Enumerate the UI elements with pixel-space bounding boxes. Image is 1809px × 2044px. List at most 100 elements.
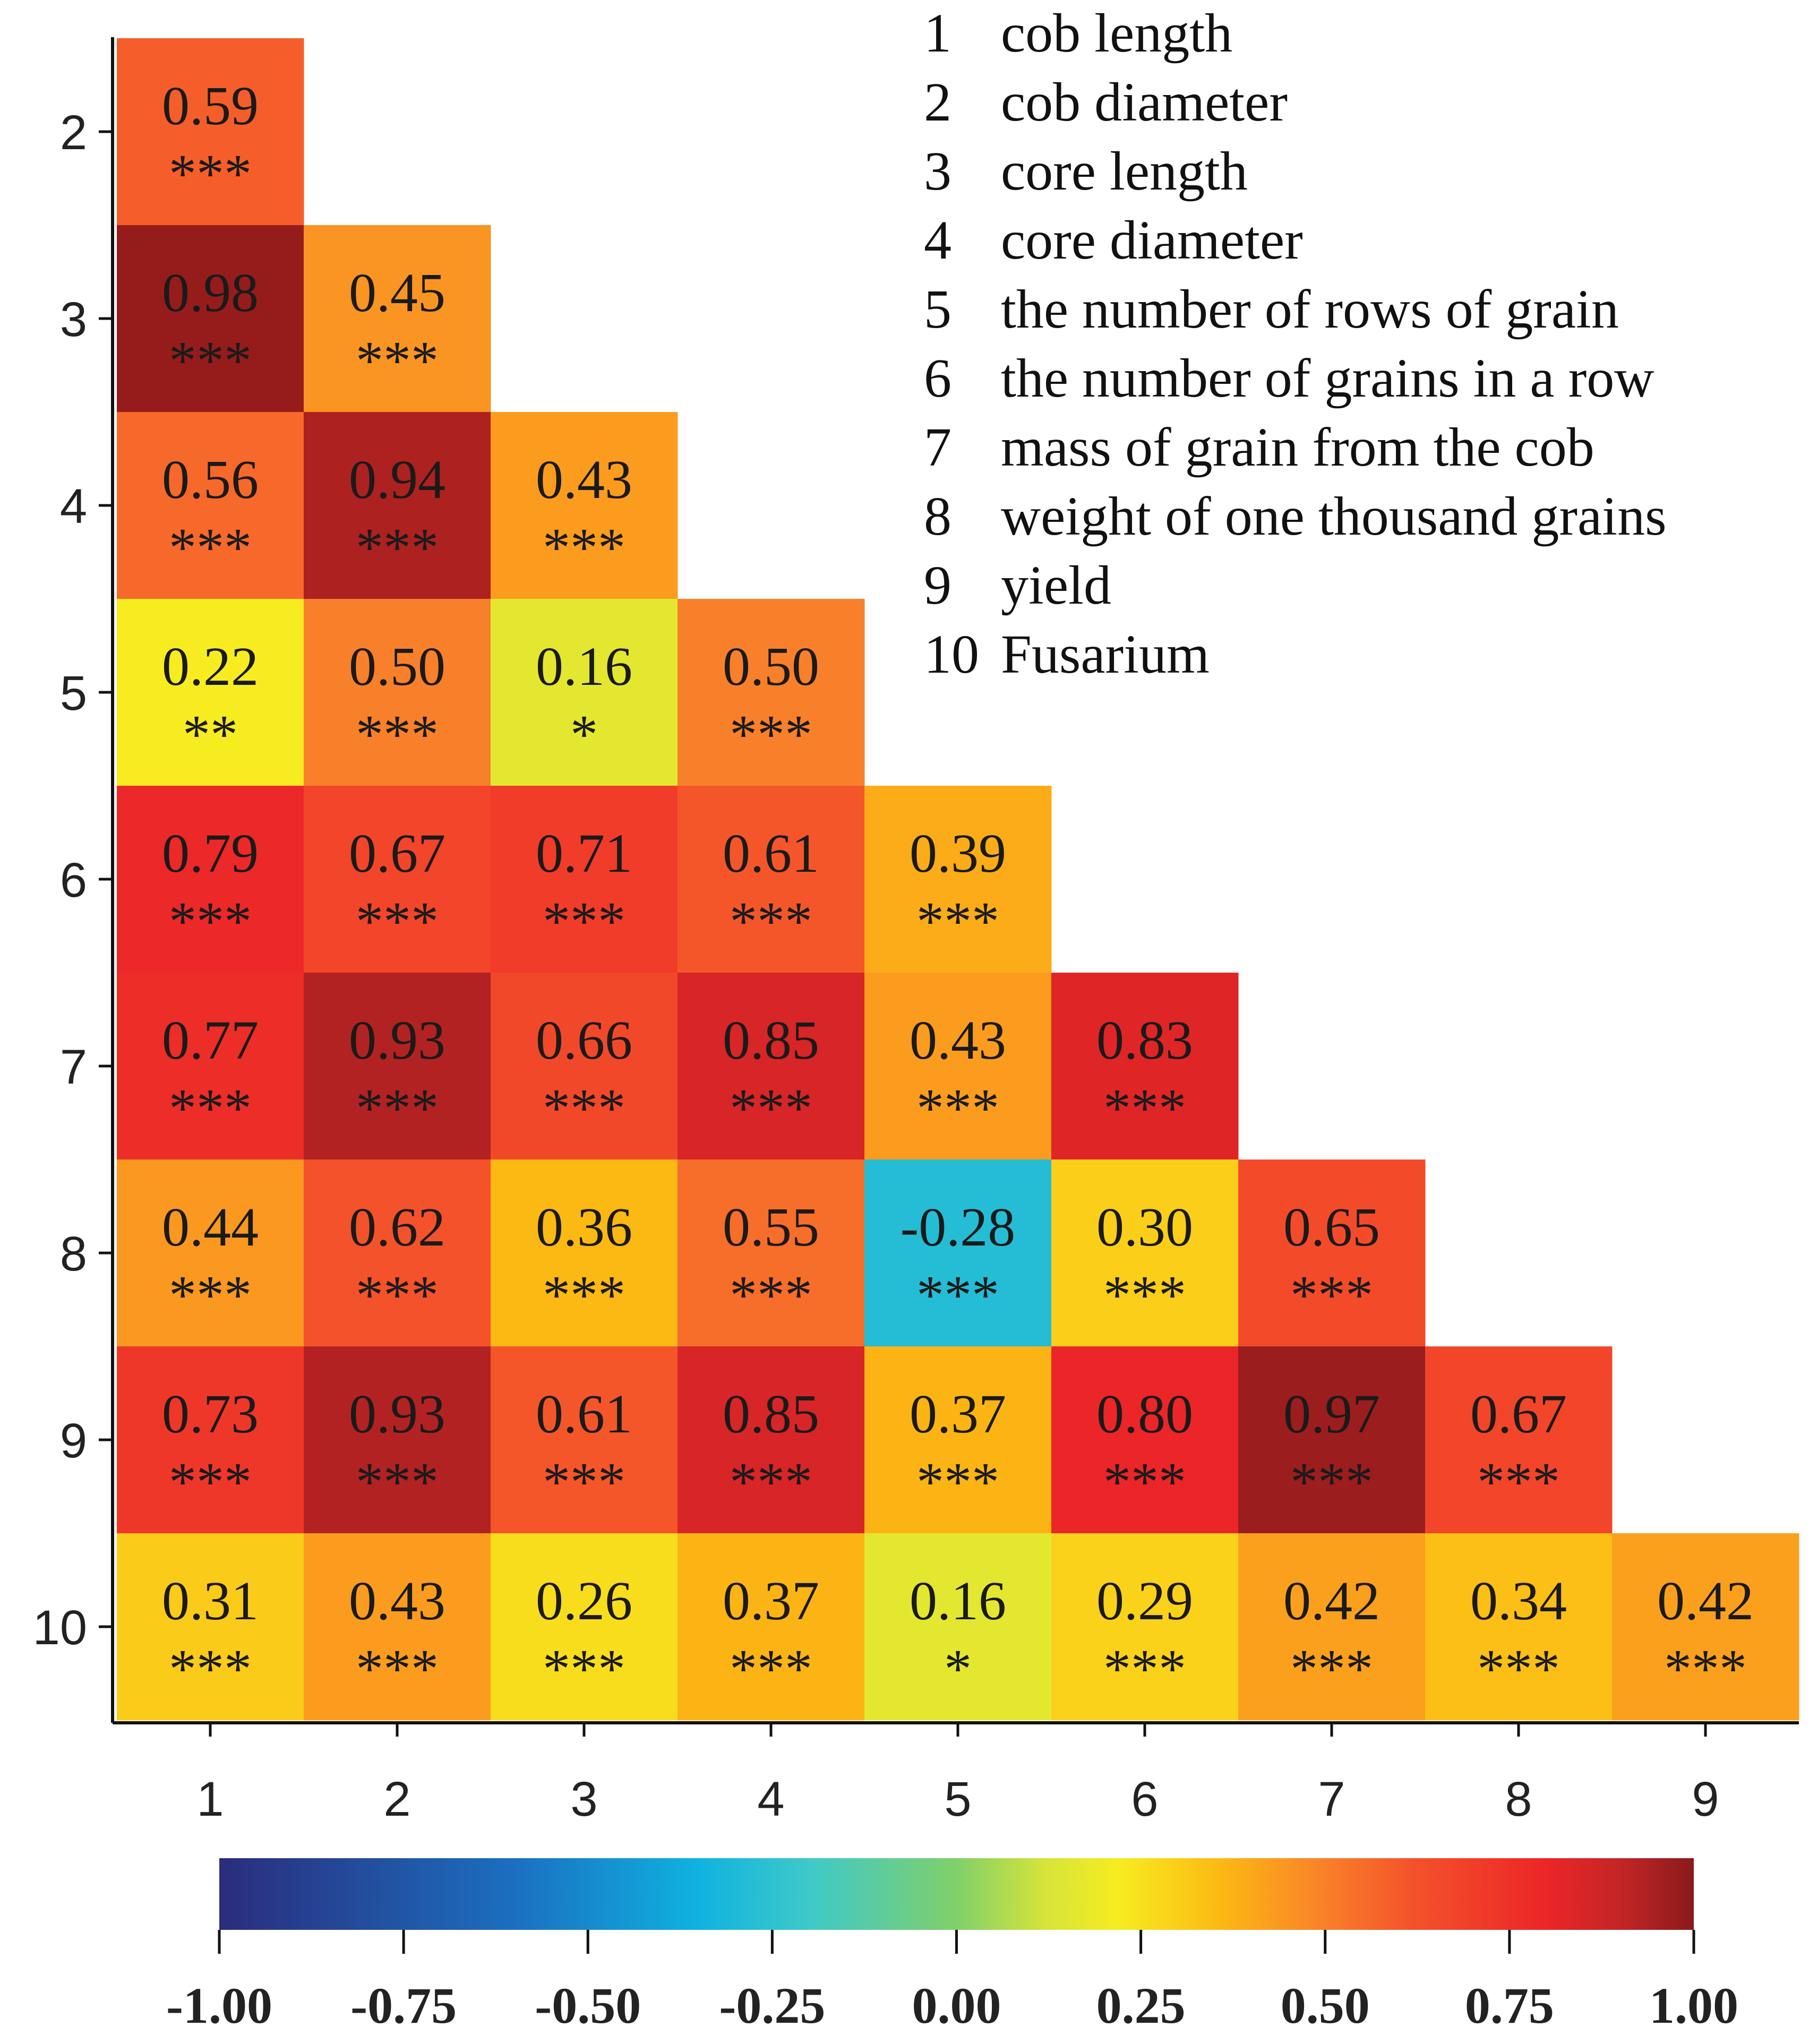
y-tick-label: 6 (60, 853, 87, 907)
heatmap-cell: 0.67 *** (304, 786, 491, 973)
cell-value-label: 0.44 (162, 1197, 259, 1258)
x-tick-label: 8 (1505, 1772, 1532, 1826)
axes: 2 3 4 5 6 7 8 9 10 1 2 3 4 5 6 7 8 9 (33, 37, 1799, 1826)
cell-rect (304, 1346, 491, 1534)
legend-item-label: Fusarium (1001, 624, 1210, 685)
heatmap-cell: 0.93 *** (304, 1346, 491, 1534)
cell-rect (117, 412, 304, 599)
colorbar-tick-label: -0.75 (350, 1977, 457, 2034)
cell-value-label: 0.16 (910, 1570, 1006, 1631)
cell-rect (1425, 1533, 1613, 1721)
cell-rect (864, 1160, 1052, 1347)
cell-significance-label: *** (543, 1638, 625, 1699)
cell-value-label: 0.42 (1657, 1570, 1754, 1631)
cell-value-label: 0.50 (723, 636, 819, 697)
cell-significance-label: *** (730, 1078, 812, 1139)
cell-significance-label: *** (543, 891, 625, 952)
heatmap-cell: 0.93 *** (304, 973, 491, 1160)
cell-value-label: 0.85 (723, 1384, 819, 1445)
legend-item-label: yield (1001, 555, 1111, 616)
cell-rect (117, 973, 304, 1160)
cell-significance-label: *** (169, 1452, 252, 1513)
legend-item-number: 9 (924, 555, 951, 616)
y-tick-label: 5 (60, 666, 87, 720)
colorbar-tick-label: 0.75 (1465, 1977, 1554, 2034)
heatmap-cell: 0.45 *** (304, 225, 491, 413)
cell-value-label: 0.36 (536, 1197, 632, 1258)
cell-value-label: 0.37 (723, 1570, 819, 1631)
heatmap-cell: -0.28 *** (864, 1160, 1052, 1347)
cell-value-label: 0.85 (723, 1010, 819, 1071)
legend-item: 5 the number of rows of grain (924, 279, 1619, 340)
y-tick-label: 4 (60, 479, 87, 534)
cell-rect (1051, 1346, 1239, 1534)
legend-item-number: 5 (924, 279, 951, 340)
cell-rect (491, 1160, 678, 1347)
cell-value-label: 0.50 (349, 636, 445, 697)
legend-item: 6 the number of grains in a row (924, 348, 1654, 409)
cell-value-label: 0.45 (349, 262, 445, 323)
cell-value-label: 0.98 (162, 262, 259, 323)
colorbar-tick-label: -0.25 (719, 1977, 825, 2034)
legend-item-number: 3 (924, 141, 951, 202)
cell-value-label: 0.66 (536, 1010, 632, 1071)
x-tick-label: 5 (944, 1772, 971, 1826)
y-tick-label: 3 (60, 293, 87, 347)
cell-significance-label: *** (169, 1638, 252, 1699)
cell-value-label: 0.61 (723, 823, 819, 884)
x-tick-label: 3 (570, 1772, 597, 1826)
cell-significance-label: *** (543, 1265, 625, 1326)
cell-value-label: 0.39 (910, 823, 1006, 884)
cell-rect (1425, 1346, 1613, 1534)
heatmap-cell: 0.16 * (491, 599, 678, 786)
cell-value-label: 0.43 (536, 449, 632, 510)
cell-rect (678, 599, 865, 786)
cell-rect (1238, 1533, 1426, 1721)
heatmap-cell: 0.98 *** (117, 225, 304, 413)
heatmap-cell: 0.43 *** (491, 412, 678, 599)
heatmap-cell: 0.83 *** (1051, 973, 1239, 1160)
cell-significance-label: *** (1103, 1638, 1186, 1699)
cell-rect (304, 973, 491, 1160)
cell-value-label: -0.28 (901, 1197, 1016, 1258)
cell-value-label: 0.94 (349, 449, 445, 510)
cell-significance-label: *** (1103, 1452, 1186, 1513)
cell-rect (1051, 1533, 1239, 1721)
heatmap-cell: 0.73 *** (117, 1346, 304, 1534)
cell-value-label: 0.93 (349, 1010, 445, 1071)
legend-item-number: 7 (924, 417, 951, 478)
x-tick-label: 9 (1692, 1772, 1719, 1826)
cell-rect (678, 1160, 865, 1347)
cell-significance-label: *** (916, 1265, 999, 1326)
cell-rect (1238, 1160, 1426, 1347)
heatmap-cell: 0.50 *** (304, 599, 491, 786)
cell-value-label: 0.73 (162, 1384, 259, 1445)
legend-item: 3 core length (924, 141, 1248, 202)
legend-item-label: cob diameter (1001, 72, 1288, 133)
cell-significance-label: *** (356, 1078, 439, 1139)
cell-significance-label: *** (169, 1265, 252, 1326)
heatmap-cell: 0.16 * (864, 1533, 1052, 1721)
legend-item: 1 cob length (924, 3, 1232, 64)
cell-value-label: 0.43 (349, 1570, 445, 1631)
cell-significance-label: *** (730, 1638, 812, 1699)
cell-significance-label: *** (916, 891, 999, 952)
cell-rect (678, 973, 865, 1160)
cell-rect (117, 38, 304, 226)
cell-rect (117, 1160, 304, 1347)
y-tick-label: 9 (60, 1414, 87, 1468)
cell-significance-label: *** (1290, 1638, 1373, 1699)
cell-value-label: 0.80 (1096, 1384, 1193, 1445)
cell-significance-label: *** (730, 1452, 812, 1513)
x-tick-label: 4 (757, 1772, 784, 1826)
cell-rect (491, 1533, 678, 1721)
cell-significance-label: *** (169, 1078, 252, 1139)
heatmap-cell: 0.85 *** (678, 973, 865, 1160)
legend-item-number: 2 (924, 72, 951, 133)
heatmap-cell: 0.56 *** (117, 412, 304, 599)
heatmap-cell: 0.55 *** (678, 1160, 865, 1347)
cell-rect (117, 599, 304, 786)
cell-rect (117, 1533, 304, 1721)
cell-rect (117, 225, 304, 413)
